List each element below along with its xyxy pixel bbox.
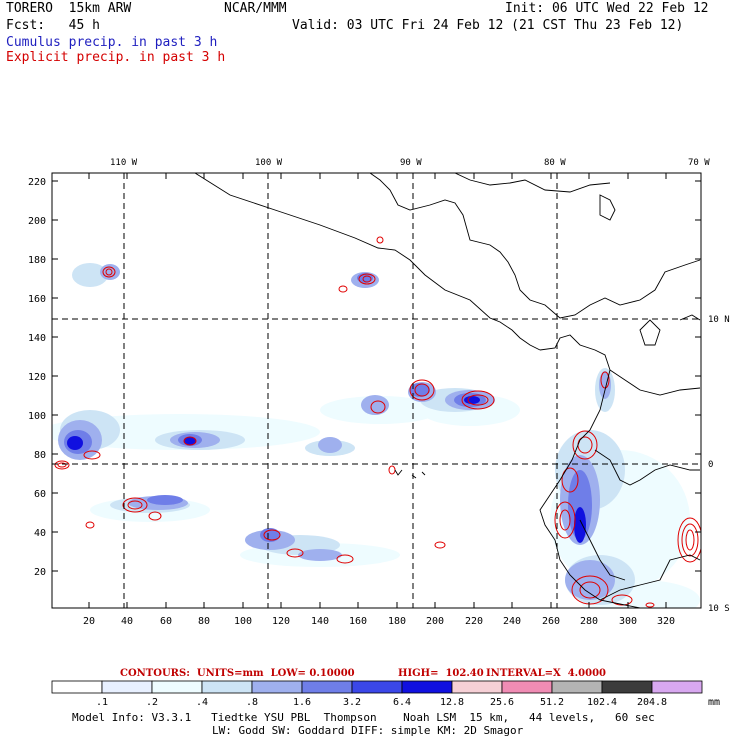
colorbar-cell bbox=[251, 680, 303, 694]
colorbar-labels: .1 .2 .4 .8 1.6 3.2 6.4 12.8 25.6 51.2 1… bbox=[96, 697, 720, 708]
y-tick-label: 60 bbox=[34, 489, 46, 500]
x-tick-label: 220 bbox=[465, 616, 483, 627]
x-tick-label: 240 bbox=[503, 616, 521, 627]
contours-interval: INTERVAL=X 4.0000 bbox=[486, 668, 606, 679]
lat-labels: 10 N 0 10 S bbox=[708, 315, 730, 614]
y-ticks bbox=[52, 180, 701, 572]
contours-units: CONTOURS: UNITS=mm LOW= 0.10000 bbox=[120, 668, 355, 679]
lat-label: 0 bbox=[708, 460, 713, 470]
colorbar-cell bbox=[601, 680, 653, 694]
colorbar-label: .2 bbox=[146, 697, 158, 708]
lon-label: 100 W bbox=[255, 158, 283, 168]
x-tick-label: 100 bbox=[234, 616, 252, 627]
lon-label: 80 W bbox=[544, 158, 566, 168]
colorbar-cell bbox=[351, 680, 403, 694]
x-tick-label: 160 bbox=[349, 616, 367, 627]
colorbar-label: 204.8 bbox=[637, 697, 667, 708]
colorbar-unit: mm bbox=[708, 697, 720, 708]
contours-high: HIGH= 102.40 bbox=[398, 668, 484, 679]
init-time: Init: 06 UTC Wed 22 Feb 12 bbox=[505, 1, 709, 16]
x-tick-label: 80 bbox=[198, 616, 210, 627]
x-ticks bbox=[88, 173, 667, 608]
graticule bbox=[52, 173, 701, 608]
x-tick-label: 200 bbox=[426, 616, 444, 627]
colorbar-label: 12.8 bbox=[440, 697, 464, 708]
colorbar-cell bbox=[151, 680, 203, 694]
colorbar-cell bbox=[201, 680, 253, 694]
x-tick-labels: 20 40 60 80 100 120 140 160 180 200 220 … bbox=[83, 616, 675, 627]
x-tick-label: 60 bbox=[160, 616, 172, 627]
colorbar-cell bbox=[551, 680, 603, 694]
x-tick-label: 260 bbox=[542, 616, 560, 627]
y-tick-label: 140 bbox=[28, 333, 46, 344]
colorbar-label: .8 bbox=[246, 697, 258, 708]
colorbar-label: 3.2 bbox=[343, 697, 361, 708]
colorbar-cell bbox=[51, 680, 103, 694]
colorbar-cell bbox=[301, 680, 353, 694]
y-tick-labels: 220 200 180 160 140 120 100 80 60 40 20 bbox=[28, 177, 46, 578]
colorbar-cell bbox=[101, 680, 153, 694]
map-frame bbox=[51, 172, 702, 609]
y-tick-label: 40 bbox=[34, 528, 46, 539]
lat-label: 10 S bbox=[708, 604, 730, 614]
colorbar-label: .4 bbox=[196, 697, 208, 708]
y-tick-label: 20 bbox=[34, 567, 46, 578]
x-tick-label: 20 bbox=[83, 616, 95, 627]
org-label: NCAR/MMM bbox=[224, 1, 287, 16]
colorbar-cell bbox=[451, 680, 503, 694]
y-tick-label: 180 bbox=[28, 255, 46, 266]
explicit-contours bbox=[54, 236, 701, 608]
x-tick-label: 120 bbox=[272, 616, 290, 627]
colorbar bbox=[51, 680, 703, 694]
coastlines bbox=[194, 173, 701, 608]
lat-label: 10 N bbox=[708, 315, 730, 325]
lon-label: 110 W bbox=[110, 158, 138, 168]
colorbar-cell bbox=[401, 680, 453, 694]
y-tick-label: 80 bbox=[34, 450, 46, 461]
x-tick-label: 300 bbox=[619, 616, 637, 627]
lon-label: 70 W bbox=[688, 158, 710, 168]
colorbar-label: 102.4 bbox=[587, 697, 617, 708]
field-title-cumulus: Cumulus precip. in past 3 h bbox=[6, 35, 218, 50]
forecast-hour: Fcst: 45 h bbox=[6, 18, 100, 33]
field-title-explicit: Explicit precip. in past 3 h bbox=[6, 50, 226, 65]
model-info: Model Info: V3.3.1 Tiedtke YSU PBL Thomp… bbox=[72, 711, 655, 724]
model-physics: LW: Godd SW: Goddard DIFF: simple KM: 2D… bbox=[212, 724, 524, 737]
x-tick-label: 180 bbox=[388, 616, 406, 627]
lon-label: 90 W bbox=[400, 158, 422, 168]
colorbar-label: 1.6 bbox=[293, 697, 311, 708]
y-tick-label: 160 bbox=[28, 294, 46, 305]
x-tick-label: 320 bbox=[657, 616, 675, 627]
x-tick-label: 280 bbox=[580, 616, 598, 627]
y-tick-label: 100 bbox=[28, 411, 46, 422]
lon-labels: 110 W 100 W 90 W 80 W 70 W bbox=[110, 158, 710, 168]
colorbar-label: .1 bbox=[96, 697, 108, 708]
y-tick-label: 200 bbox=[28, 216, 46, 227]
y-tick-label: 120 bbox=[28, 372, 46, 383]
colorbar-cell bbox=[651, 680, 703, 694]
valid-time: Valid: 03 UTC Fri 24 Feb 12 (21 CST Thu … bbox=[292, 18, 684, 33]
colorbar-cell bbox=[501, 680, 553, 694]
colorbar-label: 25.6 bbox=[490, 697, 514, 708]
x-tick-label: 140 bbox=[311, 616, 329, 627]
model-name: TORERO 15km ARW bbox=[6, 1, 132, 16]
y-tick-label: 220 bbox=[28, 177, 46, 188]
precip-shading bbox=[52, 263, 700, 608]
x-tick-label: 40 bbox=[121, 616, 133, 627]
colorbar-label: 51.2 bbox=[540, 697, 564, 708]
colorbar-label: 6.4 bbox=[393, 697, 411, 708]
